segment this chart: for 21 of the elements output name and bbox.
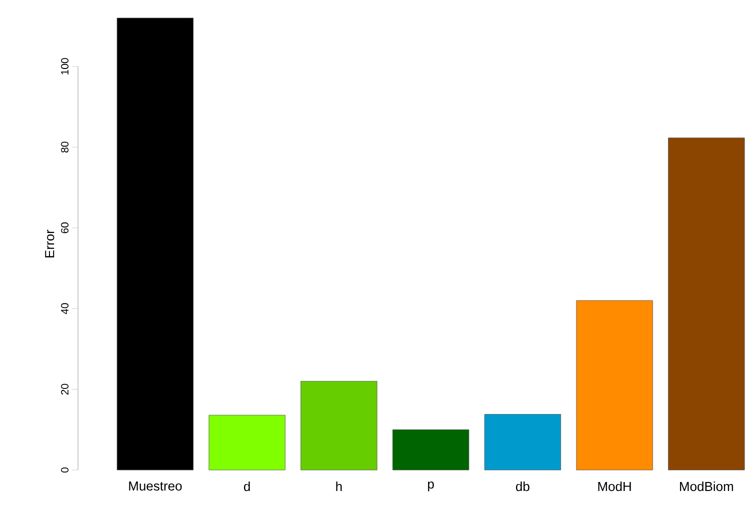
y-axis-title: Error <box>45 230 54 258</box>
y-tick-label: 80 <box>61 142 68 153</box>
x-tick-label: ModBiom <box>680 482 734 492</box>
y-tick-label: 40 <box>61 303 68 314</box>
x-tick-label: p <box>428 482 434 492</box>
bar <box>208 414 286 470</box>
x-tick-label: h <box>336 482 342 491</box>
bar <box>116 18 194 470</box>
x-tick-label: ModH <box>598 482 631 492</box>
bar <box>668 138 745 470</box>
bar <box>484 414 561 470</box>
x-tick-label: Muestreo <box>129 482 182 491</box>
y-tick-label: 100 <box>61 58 68 74</box>
y-tick-label: 20 <box>61 384 68 395</box>
x-tick-label: db <box>516 482 530 492</box>
y-tick-label: 0 <box>61 468 68 473</box>
bar <box>576 300 653 470</box>
bar <box>392 429 470 470</box>
x-tick-label: d <box>244 482 250 492</box>
y-tick-label: 60 <box>61 222 68 234</box>
bar <box>300 381 378 470</box>
